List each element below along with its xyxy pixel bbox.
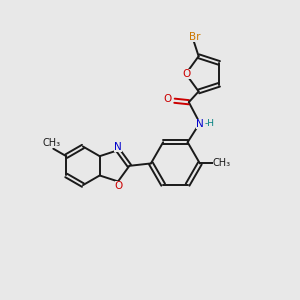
Text: O: O	[164, 94, 172, 104]
Text: Br: Br	[189, 32, 201, 42]
Text: N: N	[114, 142, 122, 152]
Text: CH₃: CH₃	[43, 138, 61, 148]
Text: CH₃: CH₃	[213, 158, 231, 168]
Text: O: O	[182, 69, 190, 79]
Text: N: N	[196, 119, 204, 129]
Text: O: O	[115, 181, 123, 191]
Text: -H: -H	[205, 119, 215, 128]
